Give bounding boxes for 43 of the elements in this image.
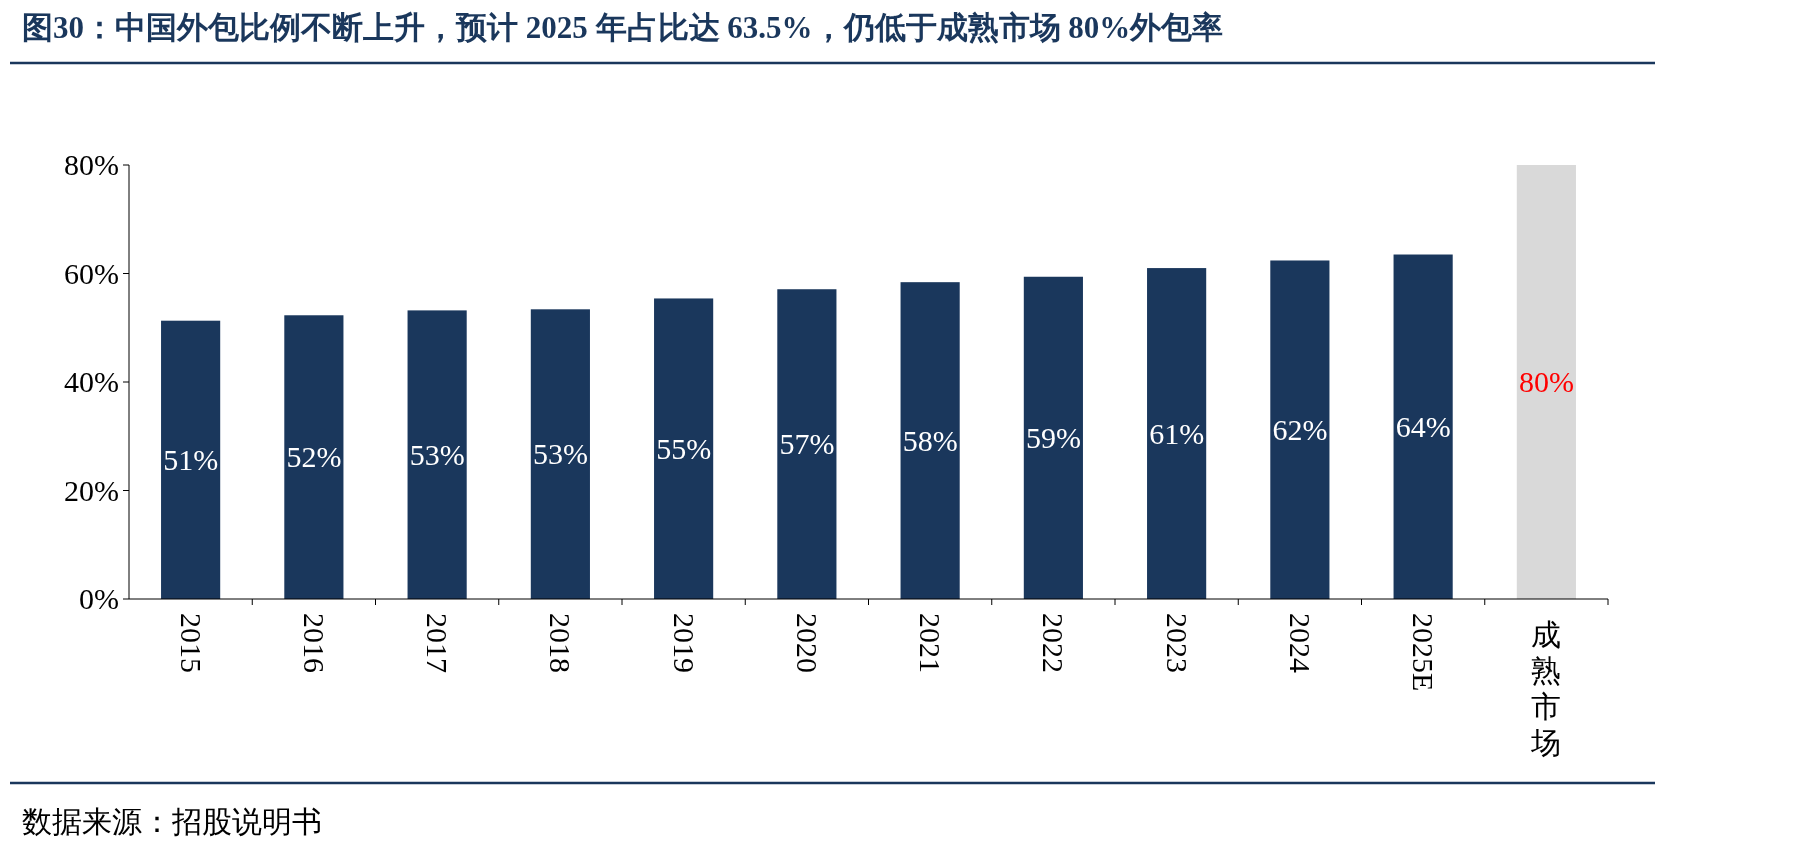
bar — [1516, 165, 1576, 599]
x-tick-label: 成熟市场 — [1530, 618, 1562, 759]
x-tick-label: 2017 — [421, 613, 455, 673]
bar — [1147, 268, 1207, 599]
x-tick-label: 2024 — [1283, 613, 1317, 673]
bar — [1023, 276, 1083, 599]
data-label: 64% — [1395, 409, 1451, 443]
data-label: 80% — [1518, 365, 1574, 398]
y-tick-label: 20% — [64, 473, 119, 507]
x-tick-label: 2022 — [1037, 613, 1071, 673]
x-tick-label: 2023 — [1160, 613, 1194, 673]
x-tick-label: 2015 — [174, 613, 208, 673]
bar — [1393, 254, 1453, 599]
chart-title: 图30：中国外包比例不断上升，预计 2025 年占比达 63.5%，仍低于成熟市场 80%外包率 — [22, 10, 1224, 45]
bar — [407, 310, 467, 599]
data-label: 53% — [532, 437, 588, 471]
source-note: 数据来源：招股说明书 — [22, 805, 322, 838]
x-tick-label: 2019 — [667, 613, 701, 673]
x-tick-label: 2021 — [914, 613, 948, 673]
x-tick-label: 2020 — [790, 613, 824, 673]
data-label: 57% — [779, 427, 835, 461]
data-label: 61% — [1149, 416, 1205, 450]
y-tick-label: 0% — [79, 582, 119, 615]
bar — [161, 320, 221, 599]
data-label: 62% — [1272, 412, 1328, 446]
data-label: 58% — [902, 423, 958, 457]
bar — [530, 309, 590, 599]
data-label: 51% — [163, 442, 219, 476]
x-tick-label: 2018 — [544, 613, 578, 673]
y-tick-label: 40% — [64, 365, 119, 398]
bar — [1270, 260, 1330, 599]
data-label: 53% — [409, 437, 465, 471]
bar — [654, 298, 714, 599]
bar — [284, 315, 344, 599]
bar — [900, 282, 960, 599]
bar — [777, 289, 837, 599]
y-tick-label: 80% — [64, 148, 119, 181]
x-tick-label: 2025E — [1407, 613, 1441, 692]
data-label: 52% — [286, 440, 342, 474]
data-label: 55% — [656, 431, 712, 465]
x-tick-label: 2016 — [297, 613, 331, 673]
data-label: 59% — [1025, 420, 1081, 454]
y-tick-label: 60% — [64, 256, 119, 290]
